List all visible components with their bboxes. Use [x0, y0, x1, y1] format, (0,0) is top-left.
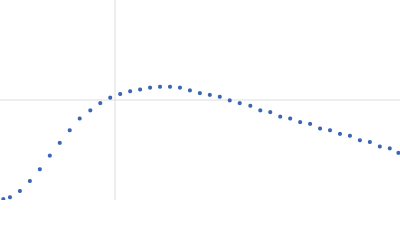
- point: [187, 88, 192, 93]
- point: [367, 140, 372, 145]
- point: [227, 98, 232, 103]
- point: [377, 144, 382, 149]
- point: [207, 92, 212, 97]
- point: [167, 84, 172, 89]
- point: [217, 94, 222, 99]
- point: [47, 153, 52, 158]
- point: [347, 133, 352, 138]
- point: [237, 101, 242, 106]
- point: [258, 108, 263, 113]
- point: [17, 188, 22, 193]
- point: [88, 108, 93, 113]
- point: [108, 95, 113, 100]
- point: [67, 128, 72, 133]
- point: [158, 84, 163, 89]
- point: [248, 103, 253, 108]
- point: [128, 89, 133, 94]
- point: [37, 167, 42, 172]
- point: [1, 197, 6, 200]
- point: [396, 150, 400, 155]
- point: [57, 140, 62, 145]
- point: [288, 116, 293, 121]
- point: [77, 116, 82, 121]
- point: [278, 114, 283, 119]
- point: [337, 131, 342, 136]
- point: [298, 120, 303, 125]
- point: [118, 92, 123, 97]
- point: [138, 87, 143, 92]
- point: [177, 85, 182, 90]
- point: [308, 121, 313, 126]
- point: [357, 138, 362, 143]
- point: [387, 146, 392, 151]
- chart: [0, 0, 400, 200]
- point: [148, 85, 153, 90]
- point: [197, 91, 202, 96]
- point: [27, 178, 32, 183]
- point: [98, 101, 103, 106]
- point: [328, 128, 333, 133]
- point: [318, 126, 323, 131]
- point: [268, 110, 273, 115]
- point: [7, 195, 12, 200]
